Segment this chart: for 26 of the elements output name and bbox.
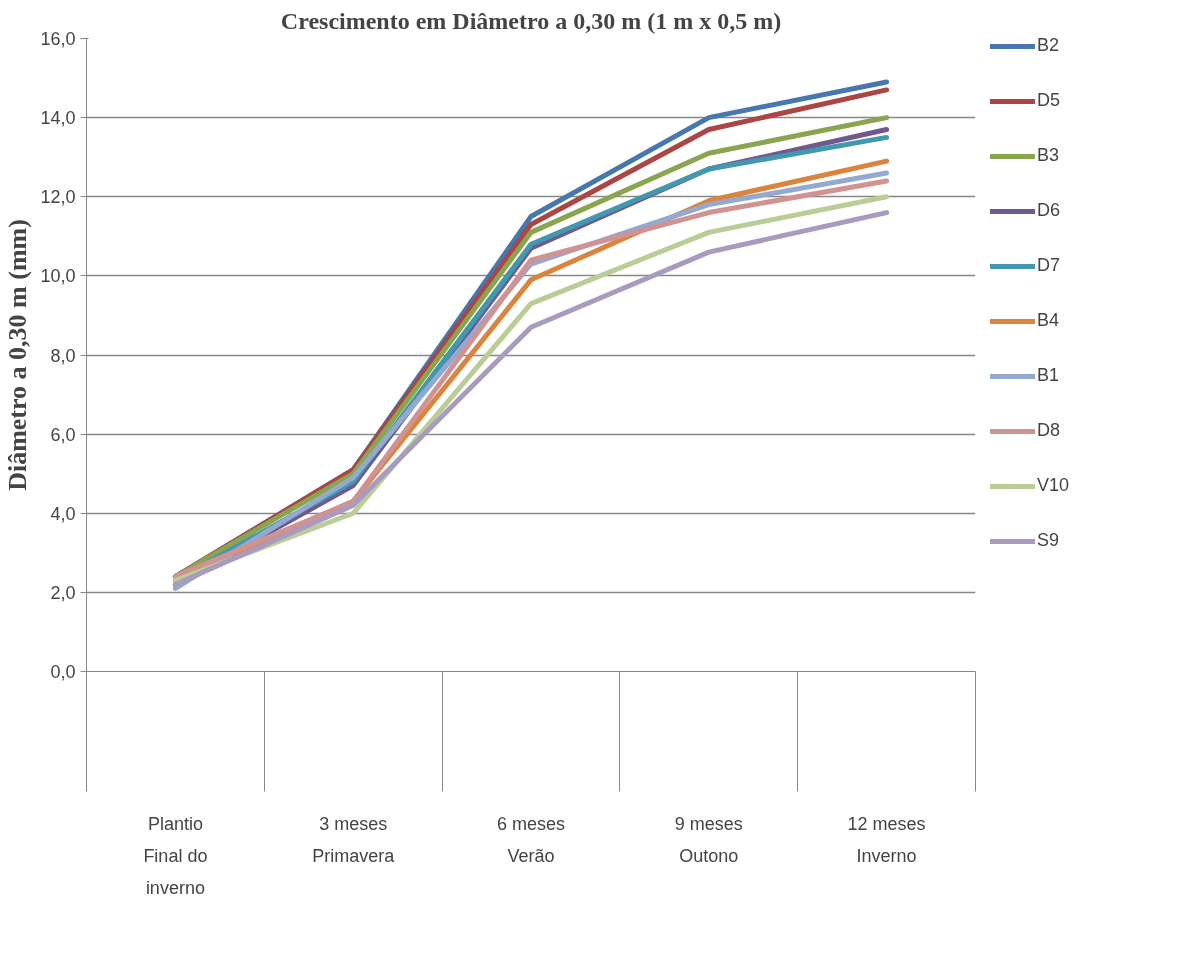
legend-label: D8 [1037, 420, 1061, 441]
legend-label: B1 [1037, 365, 1060, 386]
legend-label: D5 [1037, 90, 1061, 111]
y-tick-label: 12,0 [40, 187, 76, 208]
chart-title: Crescimento em Diâmetro a 0,30 m (1 m x 0,5 m) [280, 7, 782, 34]
x-tick-label: 12 meses Inverno [847, 813, 926, 866]
legend-label: B4 [1037, 310, 1060, 331]
y-tick-label: 14,0 [40, 108, 76, 129]
y-tick-label: 0,0 [50, 662, 76, 682]
y-tick-label: 6,0 [50, 424, 76, 445]
legend-label: S9 [1037, 530, 1060, 551]
legend-label: B3 [1037, 145, 1060, 166]
y-tick-label: 16,0 [40, 29, 76, 49]
legend-label: D7 [1037, 255, 1061, 276]
y-tick-label: 8,0 [50, 345, 76, 366]
legend-label: V10 [1037, 475, 1070, 496]
legend-label: D6 [1037, 200, 1061, 221]
y-tick-label: 2,0 [50, 582, 76, 603]
x-tick-label: 6 meses Verão [496, 813, 566, 866]
x-tick-label: 9 meses Outono [674, 813, 743, 866]
x-tick-label: Plantio Final do inverno [143, 813, 208, 898]
legend-label: B2 [1037, 37, 1060, 56]
y-axis-title: Diâmetro a 0,30 m (mm) [3, 219, 33, 491]
y-tick-label: 10,0 [40, 266, 76, 287]
x-tick-label: 3 meses Primavera [312, 813, 396, 866]
y-tick-label: 4,0 [50, 503, 76, 524]
